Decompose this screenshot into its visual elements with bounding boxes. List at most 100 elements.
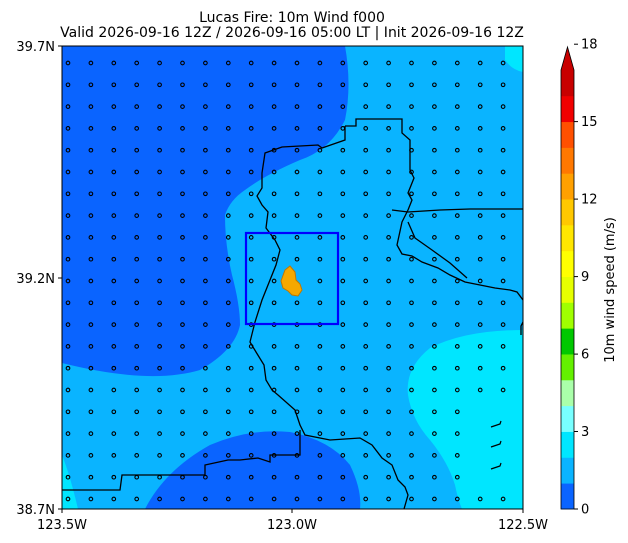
calm-wind-barb	[180, 344, 185, 349]
calm-wind-barb	[340, 104, 346, 109]
county-boundaries	[62, 118, 523, 509]
calm-wind-barb	[248, 60, 254, 66]
calm-wind-barb	[65, 322, 71, 327]
calm-wind-barb	[65, 365, 71, 371]
calm-wind-barb	[294, 235, 300, 240]
calm-wind-barb	[454, 431, 460, 436]
calm-wind-barb	[88, 278, 94, 284]
calm-wind-barb	[363, 169, 369, 175]
calm-wind-barb	[225, 387, 231, 393]
calm-wind-barb	[65, 256, 71, 262]
calm-wind-barb	[248, 453, 254, 458]
calm-wind-barb	[203, 453, 208, 458]
calm-wind-barb	[134, 147, 140, 153]
calm-wind-barb	[134, 278, 140, 284]
calm-wind-barb	[317, 453, 323, 458]
calm-wind-barb	[340, 387, 346, 393]
calm-wind-barb	[180, 322, 185, 327]
calm-wind-barb	[203, 147, 208, 153]
calm-wind-barb	[134, 60, 140, 66]
calm-wind-barb	[477, 213, 483, 218]
colorbar-segment	[561, 121, 574, 148]
speed-band-2-3-ne	[505, 46, 523, 72]
calm-wind-barb	[317, 82, 323, 88]
lon-tick-label: 122.5W	[498, 518, 548, 533]
calm-wind-barb	[317, 126, 323, 131]
calm-wind-barb	[225, 431, 231, 436]
calm-wind-barb	[340, 147, 346, 153]
colorbar-segment	[561, 276, 574, 303]
calm-wind-barb	[111, 256, 117, 262]
colorbar-extend-arrow	[561, 47, 574, 70]
calm-wind-barb	[248, 104, 254, 109]
calm-wind-barb	[386, 300, 391, 306]
calm-wind-barb	[500, 365, 506, 371]
calm-wind-barb	[225, 235, 231, 240]
calm-wind-barb	[248, 82, 254, 88]
calm-wind-barb	[432, 365, 437, 371]
calm-wind-barb	[88, 300, 94, 306]
calm-wind-barb	[386, 104, 391, 109]
calm-wind-barb	[203, 344, 208, 349]
calm-wind-barb	[248, 256, 254, 262]
calm-wind-barb	[134, 169, 140, 175]
colorbar-tick-label: 12	[581, 193, 598, 208]
calm-wind-barb	[271, 126, 277, 131]
calm-wind-barb	[134, 453, 140, 458]
calm-wind-barb	[134, 300, 140, 306]
calm-wind-barb	[203, 431, 208, 436]
calm-wind-barb	[180, 453, 185, 458]
calm-wind-barb	[111, 474, 117, 480]
calm-wind-barb	[409, 365, 414, 371]
calm-wind-barb	[294, 213, 300, 218]
calm-wind-barb	[157, 256, 162, 262]
calm-wind-barb	[111, 191, 117, 197]
colorbar-segment	[561, 354, 574, 381]
calm-wind-barb	[294, 82, 300, 88]
calm-wind-barb	[65, 474, 71, 480]
calm-wind-barb	[88, 60, 94, 66]
calm-wind-barb	[203, 496, 208, 502]
calm-wind-barb	[294, 256, 300, 262]
calm-wind-barb	[203, 213, 208, 218]
calm-wind-barb	[500, 147, 506, 153]
calm-wind-barb	[157, 496, 162, 502]
calm-wind-barb	[248, 147, 254, 153]
calm-wind-barb	[409, 453, 414, 458]
calm-wind-barb	[225, 300, 231, 306]
calm-wind-barb	[65, 126, 71, 131]
calm-wind-barb	[340, 322, 346, 327]
calm-wind-barb	[294, 496, 300, 502]
calm-wind-barb	[88, 169, 94, 175]
calm-wind-barb	[225, 82, 231, 88]
calm-wind-barb	[454, 365, 460, 371]
calm-wind-barb	[454, 147, 460, 153]
calm-wind-barb	[454, 256, 460, 262]
calm-wind-barb	[271, 344, 277, 349]
calm-wind-barb	[157, 104, 162, 109]
lat-tick-label: 39.2N	[16, 272, 55, 287]
calm-wind-barb	[340, 235, 346, 240]
calm-wind-barb	[477, 300, 483, 306]
calm-wind-barb	[157, 431, 162, 436]
calm-wind-barb	[363, 344, 369, 349]
calm-wind-barb	[248, 235, 254, 240]
calm-wind-barb	[340, 496, 346, 502]
calm-wind-barb	[65, 409, 71, 415]
calm-wind-barb	[340, 213, 346, 218]
calm-wind-barb	[500, 256, 506, 262]
calm-wind-barb	[363, 365, 369, 371]
calm-wind-barb	[157, 453, 162, 458]
calm-wind-barb	[340, 474, 346, 480]
calm-wind-barb	[363, 387, 369, 393]
calm-wind-barb	[409, 104, 414, 109]
colorbar-ticks: 0 3 6 9 12 15 18	[574, 38, 598, 518]
colorbar-tick-label: 6	[581, 348, 589, 363]
colorbar-segment	[561, 199, 574, 226]
fire-perimeter	[280, 265, 303, 297]
calm-wind-barb	[157, 126, 162, 131]
colorbar-segment	[561, 250, 574, 277]
calm-wind-barb	[225, 474, 231, 480]
calm-wind-barb	[386, 191, 391, 197]
calm-wind-barb	[225, 278, 231, 284]
